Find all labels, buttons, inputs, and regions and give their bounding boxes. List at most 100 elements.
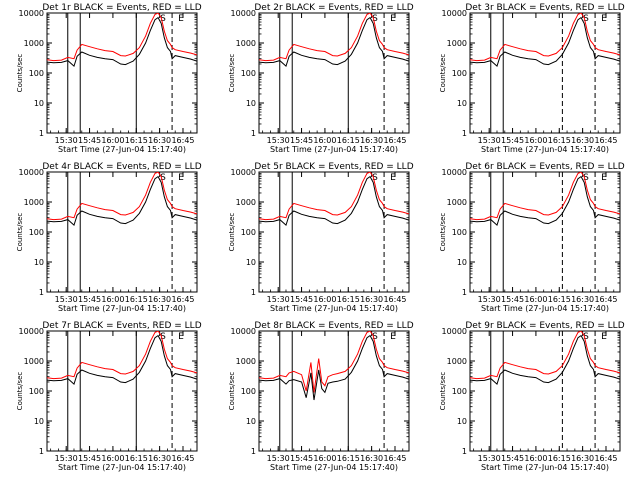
plot-frame — [469, 330, 621, 452]
x-tick-label: 16:30 — [148, 136, 171, 145]
panel-7: Det 7r BLACK = Events, RED = LLD 1 10 100 10… — [16, 321, 202, 472]
panel-title: Det 2r BLACK = Events, RED = LLD — [254, 3, 413, 13]
y-axis-label: Counts/sec — [228, 54, 236, 93]
series-line-lld — [47, 13, 197, 62]
y-tick-label: 100 — [452, 69, 467, 78]
x-tick-label: 16:00 — [313, 136, 336, 145]
x-tick-label: 16:30 — [148, 454, 171, 463]
x-tick-label: 16:30 — [148, 295, 171, 304]
plot-frame — [469, 171, 621, 293]
x-tick-label: 16:15 — [548, 295, 571, 304]
y-tick-label: 1 — [39, 288, 44, 297]
x-axis-label: Start Time (27-Jun-04 15:17:40) — [481, 304, 609, 313]
series-line-events — [259, 16, 409, 67]
x-axis-label: Start Time (27-Jun-04 15:17:40) — [481, 463, 609, 472]
start-label: S — [372, 173, 378, 183]
x-tick-label: 15:45 — [501, 454, 524, 463]
series-line-events — [470, 175, 620, 226]
x-tick-label: 16:45 — [594, 454, 617, 463]
x-tick-label: 16:00 — [313, 454, 336, 463]
x-tick-label: 16:30 — [571, 136, 594, 145]
series-line-lld — [470, 331, 620, 380]
plot-frame — [258, 330, 410, 452]
y-tick-label: 10000 — [19, 168, 44, 177]
x-axis-label: Start Time (27-Jun-04 15:17:40) — [58, 463, 186, 472]
series-line-lld — [259, 13, 409, 62]
y-tick-label: 1000 — [236, 198, 256, 207]
series-line-events — [470, 334, 620, 385]
x-tick-label: 15:30 — [55, 136, 78, 145]
series-line-events — [259, 334, 409, 401]
x-tick-label: 16:00 — [101, 295, 124, 304]
series-line-events — [47, 175, 197, 226]
y-tick-label: 1000 — [24, 357, 44, 366]
x-tick-label: 15:45 — [290, 295, 313, 304]
start-label: S — [372, 14, 378, 24]
series-line-lld — [47, 172, 197, 221]
y-tick-label: 1 — [39, 129, 44, 138]
y-tick-label: 1000 — [447, 198, 467, 207]
x-tick-label: 15:30 — [478, 454, 501, 463]
x-tick-label: 16:15 — [125, 136, 148, 145]
y-tick-label: 1 — [251, 447, 256, 456]
y-tick-label: 10 — [246, 99, 256, 108]
plot-frame — [258, 12, 410, 134]
x-tick-label: 16:45 — [383, 136, 406, 145]
panel-4: Det 4r BLACK = Events, RED = LLD 1 10 100 10… — [16, 162, 202, 313]
y-tick-label: 1 — [462, 447, 467, 456]
x-tick-label: 16:15 — [125, 295, 148, 304]
y-axis-label: Counts/sec — [16, 372, 24, 411]
x-tick-label: 16:15 — [548, 454, 571, 463]
y-tick-label: 1 — [251, 129, 256, 138]
y-tick-label: 100 — [241, 387, 256, 396]
y-tick-label: 100 — [29, 387, 44, 396]
y-tick-label: 100 — [241, 228, 256, 237]
series-line-lld — [259, 172, 409, 221]
x-tick-label: 16:00 — [524, 136, 547, 145]
y-tick-label: 10 — [457, 417, 467, 426]
series-line-lld — [470, 172, 620, 221]
series-line-events — [259, 175, 409, 226]
start-label: S — [583, 14, 589, 24]
y-tick-label: 10 — [246, 258, 256, 267]
x-tick-label: 16:15 — [548, 136, 571, 145]
end-label: E — [178, 14, 184, 24]
y-axis-label: Counts/sec — [439, 372, 447, 411]
y-tick-label: 1 — [39, 447, 44, 456]
x-axis-label: Start Time (27-Jun-04 15:17:40) — [58, 304, 186, 313]
start-label: S — [372, 332, 378, 342]
x-tick-label: 15:30 — [55, 295, 78, 304]
x-tick-label: 15:30 — [55, 454, 78, 463]
x-tick-label: 16:45 — [594, 136, 617, 145]
x-tick-label: 16:00 — [524, 295, 547, 304]
y-tick-label: 10 — [34, 258, 44, 267]
y-tick-label: 1000 — [24, 198, 44, 207]
y-axis-label: Counts/sec — [439, 213, 447, 252]
series-line-events — [470, 16, 620, 67]
y-tick-label: 10000 — [442, 327, 467, 336]
panel-6: Det 6r BLACK = Events, RED = LLD 1 10 100 10… — [439, 162, 625, 313]
x-tick-label: 16:15 — [337, 136, 360, 145]
x-tick-label: 16:30 — [571, 454, 594, 463]
x-tick-label: 16:15 — [337, 454, 360, 463]
y-tick-label: 100 — [29, 69, 44, 78]
start-label: S — [160, 173, 166, 183]
y-tick-label: 100 — [241, 69, 256, 78]
y-tick-label: 10 — [246, 417, 256, 426]
start-label: S — [583, 332, 589, 342]
x-tick-label: 16:30 — [360, 454, 383, 463]
x-axis-label: Start Time (27-Jun-04 15:17:40) — [481, 145, 609, 154]
y-tick-label: 10 — [457, 258, 467, 267]
panel-title: Det 7r BLACK = Events, RED = LLD — [42, 321, 201, 331]
x-tick-label: 15:30 — [267, 136, 290, 145]
y-tick-label: 1 — [251, 288, 256, 297]
x-axis-label: Start Time (27-Jun-04 15:17:40) — [270, 304, 398, 313]
panel-3: Det 3r BLACK = Events, RED = LLD 1 10 100 10… — [439, 3, 625, 154]
y-tick-label: 10000 — [231, 168, 256, 177]
y-tick-label: 10 — [34, 417, 44, 426]
y-axis-label: Counts/sec — [16, 54, 24, 93]
plot-frame — [258, 171, 410, 293]
y-tick-label: 1000 — [447, 357, 467, 366]
